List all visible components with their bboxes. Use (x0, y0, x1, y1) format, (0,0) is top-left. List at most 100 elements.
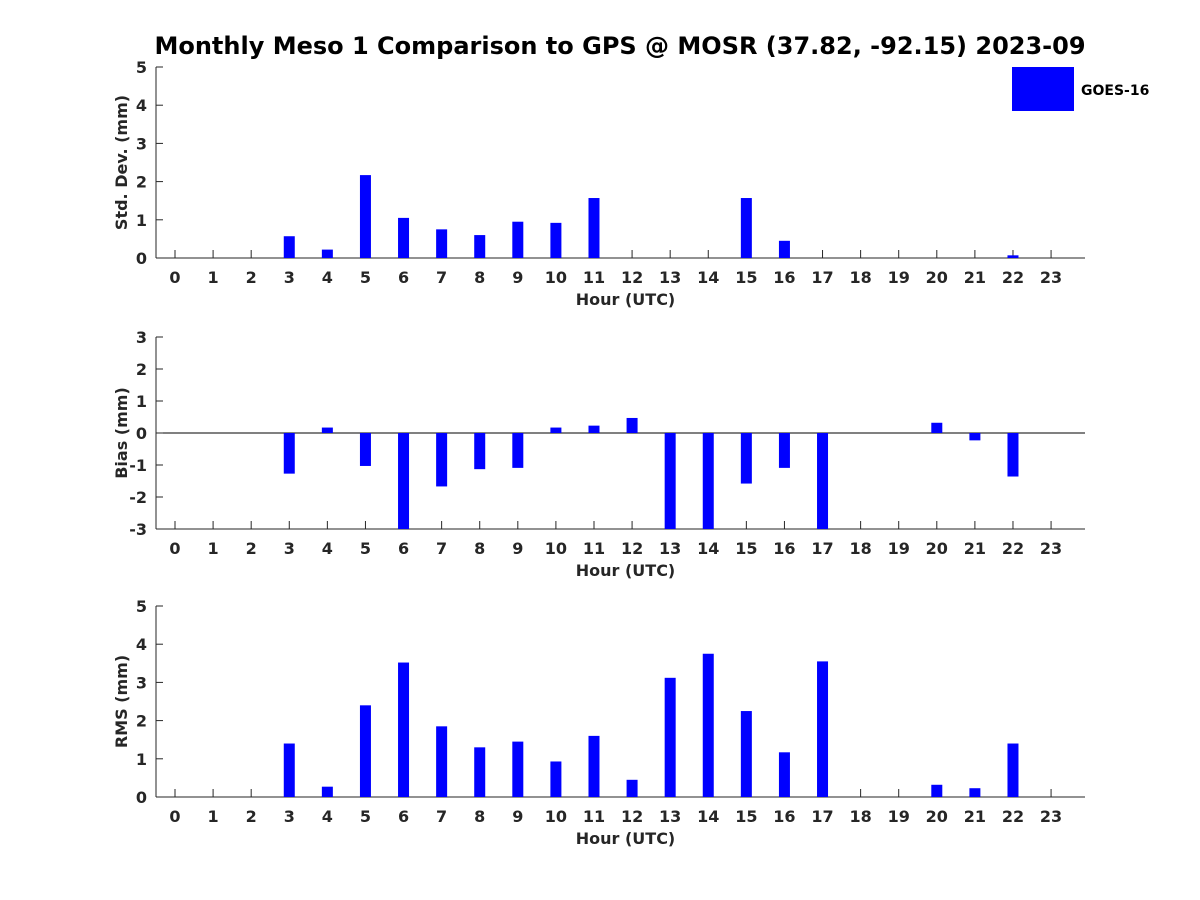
std-dev-bar (512, 221, 524, 258)
y-tick-label: 0 (136, 424, 147, 443)
x-tick-label: 3 (284, 539, 295, 558)
x-tick-label: 17 (811, 539, 833, 558)
bias-bar (321, 427, 333, 433)
bias-bar (626, 417, 638, 433)
y-tick-label: 0 (136, 788, 147, 807)
chart-title: Monthly Meso 1 Comparison to GPS @ MOSR … (154, 32, 1085, 60)
legend-swatch (1012, 67, 1074, 111)
y-tick-label: -3 (129, 520, 147, 539)
x-tick-label: 6 (398, 539, 409, 558)
x-tick-label: 15 (735, 807, 757, 826)
y-tick-label: 4 (136, 635, 147, 654)
x-tick-label: 7 (436, 807, 447, 826)
rms-bar (436, 726, 448, 797)
y-tick-label: 1 (136, 392, 147, 411)
bias-bar (588, 425, 600, 433)
rms-bar (1007, 743, 1019, 797)
bias-bar (398, 433, 410, 529)
x-tick-label: 0 (169, 268, 180, 287)
rms-bar (474, 747, 486, 797)
rms-bar (588, 735, 600, 797)
x-tick-label: 14 (697, 268, 719, 287)
bias-bar (1007, 433, 1019, 477)
x-tick-label: 2 (246, 268, 257, 287)
x-tick-label: 12 (621, 268, 643, 287)
rms-bar (359, 705, 371, 797)
rms-y-axis-label: RMS (mm) (112, 655, 131, 748)
x-tick-label: 23 (1040, 539, 1062, 558)
x-tick-label: 16 (773, 539, 795, 558)
x-tick-label: 5 (360, 539, 371, 558)
x-tick-label: 10 (545, 539, 567, 558)
x-tick-label: 7 (436, 268, 447, 287)
x-tick-label: 13 (659, 268, 681, 287)
rms-bar (626, 779, 638, 797)
y-tick-label: 2 (136, 173, 147, 192)
bias-bar (817, 433, 829, 529)
std-dev-bar (740, 198, 752, 258)
legend: GOES-16 (1012, 67, 1149, 111)
x-tick-label: 21 (964, 807, 986, 826)
y-tick-label: 2 (136, 360, 147, 379)
x-tick-label: 18 (849, 268, 871, 287)
x-tick-label: 20 (926, 539, 948, 558)
rms-bar (512, 741, 524, 797)
std-dev-bar (398, 217, 410, 258)
rms-bar (931, 784, 943, 797)
x-tick-label: 8 (474, 268, 485, 287)
x-tick-label: 9 (512, 807, 523, 826)
std-dev-bar (321, 249, 333, 258)
x-tick-label: 9 (512, 268, 523, 287)
std-dev-bar (1007, 255, 1019, 258)
x-tick-label: 11 (583, 539, 605, 558)
x-tick-label: 19 (888, 268, 910, 287)
rms-bar (740, 711, 752, 797)
x-tick-label: 16 (773, 807, 795, 826)
bias-bar (664, 433, 676, 529)
y-tick-label: 5 (136, 58, 147, 77)
std-dev-bar (474, 235, 486, 258)
std-dev-x-axis-label: Hour (UTC) (576, 290, 676, 309)
x-tick-label: 23 (1040, 807, 1062, 826)
std-dev-bar (436, 229, 448, 258)
y-tick-label: 1 (136, 750, 147, 769)
y-tick-label: -1 (129, 456, 147, 475)
x-tick-label: 19 (888, 807, 910, 826)
bias-bar (436, 433, 448, 487)
x-tick-label: 3 (284, 268, 295, 287)
bias-bar (702, 433, 714, 529)
x-tick-label: 0 (169, 539, 180, 558)
x-tick-label: 2 (246, 539, 257, 558)
x-tick-label: 10 (545, 268, 567, 287)
x-tick-label: 1 (208, 539, 219, 558)
bias-x-axis-label: Hour (UTC) (576, 561, 676, 580)
x-tick-label: 22 (1002, 807, 1024, 826)
x-tick-label: 18 (849, 539, 871, 558)
x-tick-label: 1 (208, 807, 219, 826)
rms-x-axis-label: Hour (UTC) (576, 829, 676, 848)
x-tick-label: 14 (697, 807, 719, 826)
x-tick-label: 7 (436, 539, 447, 558)
bias-bar (740, 433, 752, 484)
rms-bar (283, 743, 295, 797)
bias-bar (969, 433, 981, 441)
std-dev-bar (550, 222, 562, 258)
y-tick-label: 5 (136, 597, 147, 616)
bias-bar (931, 422, 943, 433)
x-tick-label: 17 (811, 807, 833, 826)
x-tick-label: 21 (964, 268, 986, 287)
y-tick-label: 3 (136, 134, 147, 153)
x-tick-label: 11 (583, 268, 605, 287)
x-tick-label: 4 (322, 539, 333, 558)
y-tick-label: 3 (136, 328, 147, 347)
y-tick-label: 0 (136, 249, 147, 268)
rms-bar (817, 661, 829, 797)
std-dev-bar (359, 175, 371, 258)
x-tick-label: 8 (474, 539, 485, 558)
y-tick-label: -2 (129, 488, 147, 507)
bias-bar (283, 433, 295, 474)
x-tick-label: 12 (621, 539, 643, 558)
